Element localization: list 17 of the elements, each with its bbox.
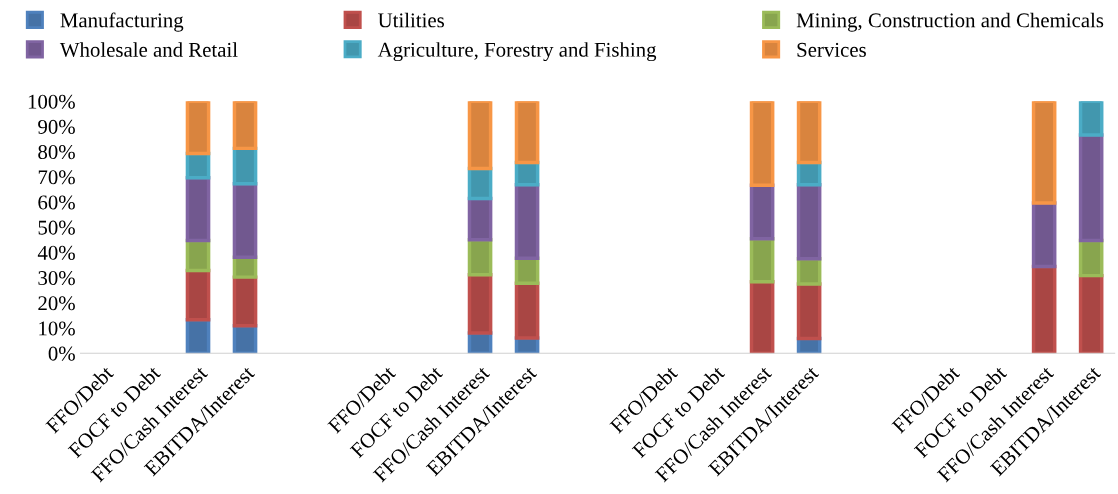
y-tick-label: 10% [39, 321, 75, 336]
y-tick-label: 70% [38, 170, 75, 185]
legend-label: Wholesale and Retail [59, 42, 238, 57]
y-tick-label: 60% [38, 195, 75, 210]
y-tick-label: 100% [28, 94, 75, 109]
legend-label: Services [797, 42, 866, 57]
y-tick-label: 20% [38, 296, 75, 311]
y-tick-label: 50% [38, 220, 75, 235]
y-tick-label: 80% [38, 145, 75, 160]
legend-label: Mining, Construction and Chemicals [796, 12, 1104, 32]
y-tick-label: 40% [37, 245, 75, 260]
legend-label: Agriculture, Forestry and Fishing [377, 42, 657, 62]
legend-label: Utilities [378, 12, 445, 28]
y-tick-label: 90% [38, 119, 75, 134]
legend-label: Manufacturing [60, 12, 184, 32]
y-tick-label: 0% [48, 346, 75, 361]
y-tick-label: 30% [38, 271, 75, 286]
